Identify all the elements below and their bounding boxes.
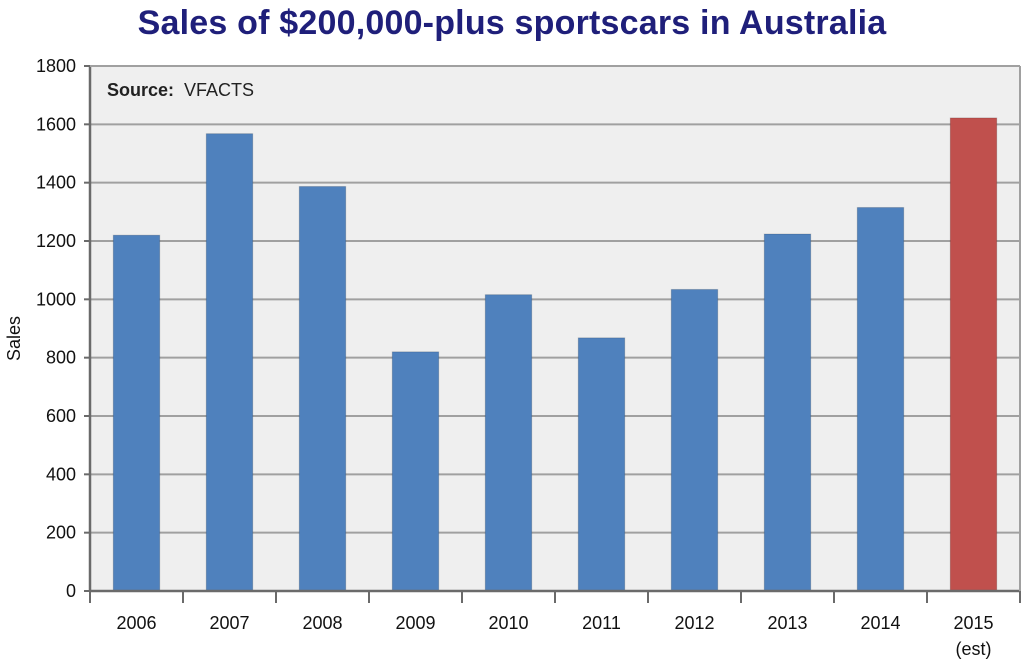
x-tick-labels: 2006 2007 2008 2009 2010 2011 2012 2013 2014 2015… [116,613,993,659]
axes [84,65,1021,603]
y-tick-label: 1800 [36,56,76,76]
y-tick-label: 1200 [36,231,76,251]
bar-2011 [577,337,626,592]
x-tick-sublabel: (est) [956,639,992,659]
y-tick-label: 1400 [36,173,76,193]
y-tick-label: 1600 [36,114,76,134]
source-note: Source: VFACTS [107,80,254,100]
bar-2012 [670,288,719,592]
x-tick-label: 2007 [209,613,249,633]
bar-2015 [949,117,998,592]
x-tick-label: 2013 [767,613,807,633]
source-value: VFACTS [184,80,254,100]
y-tick-label: 1000 [36,289,76,309]
y-tick-label: 600 [46,406,76,426]
y-tick-label: 400 [46,464,76,484]
source-label: Source: [107,80,174,100]
x-tick-label: 2015 [953,613,993,633]
x-tick-label: 2014 [860,613,900,633]
x-tick-label: 2011 [582,613,621,633]
bar-2014 [856,206,905,592]
bar-2007 [205,133,254,592]
y-tick-label: 0 [66,581,76,601]
bars [112,117,998,592]
bar-2013 [763,233,812,592]
y-axis-title: Sales [4,316,24,361]
x-tick-label: 2008 [302,613,342,633]
bar-2010 [484,294,533,592]
x-tick-label: 2010 [488,613,528,633]
bar-2009 [391,351,440,592]
y-tick-labels: 0 200 400 600 800 1000 1200 1400 1600 1800 [36,56,76,601]
x-tick-label: 2012 [674,613,714,633]
y-tick-label: 800 [46,348,76,368]
x-tick-label: 2009 [395,613,435,633]
chart-title: Sales of $200,000-plus sportscars in Aus… [137,4,887,42]
y-tick-label: 200 [46,523,76,543]
x-tick-label: 2006 [116,613,156,633]
bar-2006 [112,234,161,592]
bar-2008 [298,185,347,592]
